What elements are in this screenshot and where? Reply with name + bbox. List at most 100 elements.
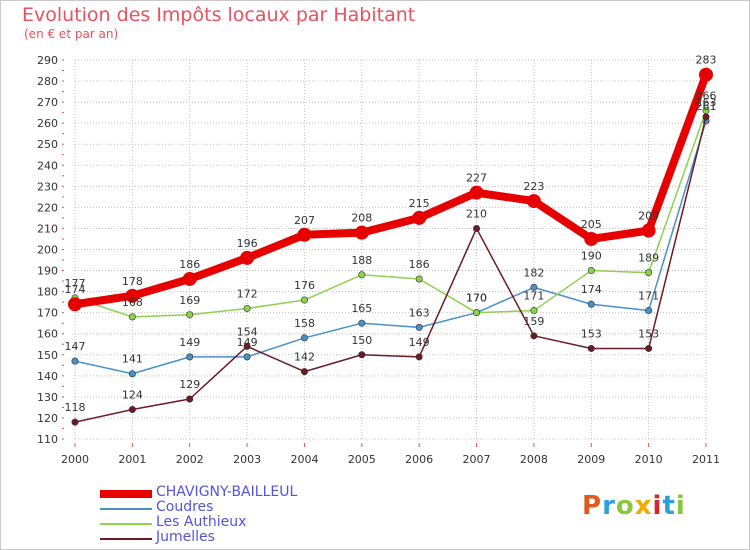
data-label: 176 xyxy=(294,279,315,292)
data-label: 163 xyxy=(409,306,430,319)
x-tick-label: 2010 xyxy=(635,453,663,466)
data-point xyxy=(243,342,251,350)
x-tick-label: 2000 xyxy=(61,453,89,466)
data-point xyxy=(641,223,656,238)
data-label: 149 xyxy=(179,336,200,349)
data-point xyxy=(300,296,308,304)
y-tick-label: 170 xyxy=(37,307,58,320)
y-tick-label: 210 xyxy=(37,222,58,235)
x-tick-label: 2005 xyxy=(348,453,376,466)
data-point xyxy=(243,304,251,312)
data-point xyxy=(584,231,599,246)
data-label: 150 xyxy=(351,334,372,347)
data-label: 147 xyxy=(65,340,86,353)
data-label: 149 xyxy=(237,336,258,349)
data-label: 189 xyxy=(638,252,659,265)
data-point xyxy=(645,344,653,352)
y-tick-label: 130 xyxy=(37,391,58,404)
series-line xyxy=(74,120,707,375)
data-label: 153 xyxy=(638,327,659,340)
data-label: 186 xyxy=(179,258,200,271)
y-tick-label: 200 xyxy=(37,244,58,257)
chart-subtitle: (en € et par an) xyxy=(24,27,119,41)
data-label: 159 xyxy=(523,315,544,328)
data-point xyxy=(243,353,251,361)
series-line xyxy=(74,110,707,318)
data-label: 208 xyxy=(351,212,372,225)
data-point xyxy=(71,418,79,426)
data-point xyxy=(645,307,653,315)
x-tick-label: 2006 xyxy=(405,453,433,466)
data-label: 149 xyxy=(409,336,430,349)
data-label: 190 xyxy=(581,250,602,263)
legend-swatch-les-authieux xyxy=(100,523,152,525)
data-point xyxy=(530,283,538,291)
data-point xyxy=(587,267,595,275)
data-label: 263 xyxy=(696,96,717,109)
data-label: 172 xyxy=(237,287,258,300)
x-tick-label: 2001 xyxy=(118,453,146,466)
data-point xyxy=(645,269,653,277)
y-tick-label: 150 xyxy=(37,349,58,362)
data-label: 153 xyxy=(581,327,602,340)
data-point xyxy=(186,395,194,403)
data-point xyxy=(526,194,541,209)
data-label: 170 xyxy=(466,292,487,305)
data-label: 283 xyxy=(696,54,717,67)
series-line xyxy=(74,73,710,309)
x-tick-label: 2003 xyxy=(233,453,261,466)
data-point xyxy=(415,323,423,331)
data-point xyxy=(358,351,366,359)
data-label: 261 xyxy=(696,100,717,113)
logo-letter: t xyxy=(662,491,676,521)
data-point xyxy=(128,406,136,414)
data-point xyxy=(186,353,194,361)
data-label: 210 xyxy=(466,207,487,220)
data-label: 165 xyxy=(351,302,372,315)
y-tick-label: 270 xyxy=(37,96,58,109)
data-label: 223 xyxy=(523,180,544,193)
legend-swatch-jumelles xyxy=(100,538,152,540)
data-label: 171 xyxy=(523,290,544,303)
y-tick-label: 260 xyxy=(37,117,58,130)
data-point xyxy=(415,353,423,361)
data-label: 174 xyxy=(581,283,602,296)
data-point xyxy=(473,224,481,232)
data-label: 170 xyxy=(466,292,487,305)
data-label: 215 xyxy=(409,197,430,210)
y-tick-label: 250 xyxy=(37,138,58,151)
data-label: 158 xyxy=(294,317,315,330)
data-point xyxy=(240,250,255,265)
data-label: 177 xyxy=(65,277,86,290)
data-label: 266 xyxy=(696,90,717,103)
y-tick-label: 190 xyxy=(37,265,58,278)
data-label: 171 xyxy=(638,290,659,303)
data-label: 186 xyxy=(409,258,430,271)
data-label: 142 xyxy=(294,351,315,364)
data-point xyxy=(358,271,366,279)
y-tick-label: 220 xyxy=(37,201,58,214)
logo-letter: o xyxy=(615,491,635,521)
legend-label: CHAVIGNY-BAILLEUL xyxy=(156,484,298,500)
data-label: 205 xyxy=(581,218,602,231)
data-label: 129 xyxy=(179,378,200,391)
x-tick-label: 2007 xyxy=(463,453,491,466)
data-point xyxy=(587,344,595,352)
data-point xyxy=(530,307,538,315)
data-label: 124 xyxy=(122,389,143,402)
data-point xyxy=(128,370,136,378)
logo-letter: i xyxy=(675,491,686,521)
x-tick-label: 2009 xyxy=(577,453,605,466)
data-point xyxy=(415,275,423,283)
data-label: 188 xyxy=(351,254,372,267)
data-point xyxy=(300,334,308,342)
legend-label: Coudres xyxy=(156,499,214,515)
y-tick-label: 240 xyxy=(37,159,58,172)
y-tick-label: 290 xyxy=(37,54,58,67)
data-point xyxy=(68,297,82,312)
logo-letter: i xyxy=(652,491,663,521)
y-tick-label: 180 xyxy=(37,286,58,299)
logo-letter: x xyxy=(634,491,653,521)
data-point xyxy=(125,288,140,303)
data-point xyxy=(699,67,713,82)
